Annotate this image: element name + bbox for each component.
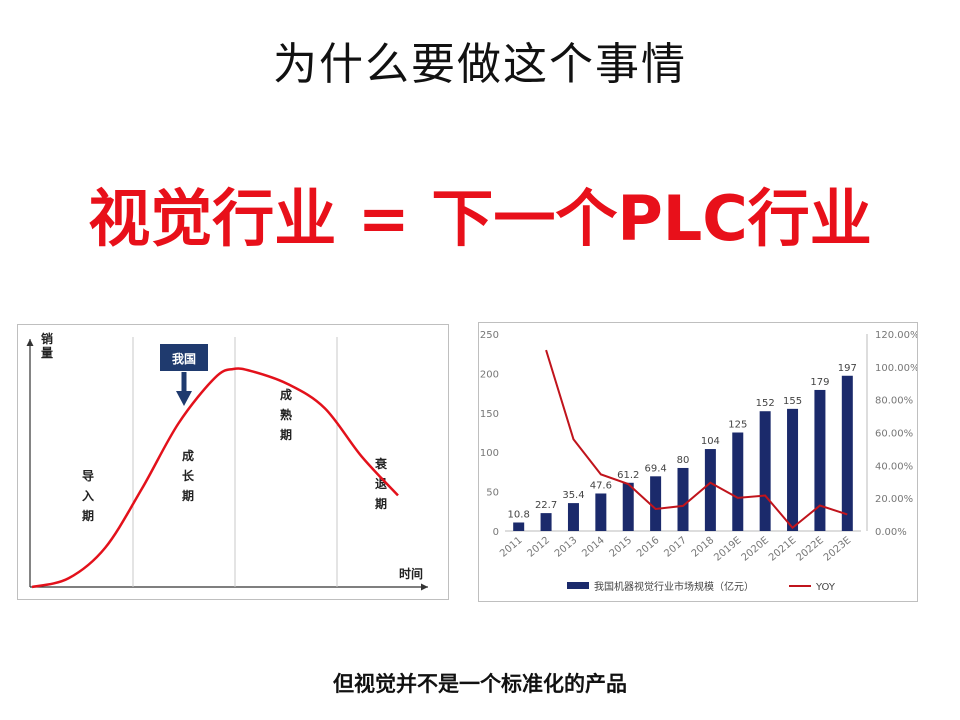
marker-label: 我国 [172, 351, 196, 366]
bar [732, 432, 744, 531]
y-axis-arrow [26, 339, 34, 346]
svg-text:入: 入 [82, 489, 94, 503]
marker-arrow-icon [176, 391, 192, 406]
bar [540, 513, 552, 531]
bar [841, 375, 853, 531]
left-tick-label: 0 [493, 527, 499, 538]
lifecycle-curve [31, 367, 399, 589]
bar [677, 467, 689, 531]
svg-text:衰: 衰 [374, 456, 388, 471]
china-stage-marker: 我国 [160, 344, 208, 406]
bar [567, 503, 579, 531]
market-size-chart: 0 50 100 150 200 250 0.00% 20.00% 40.00% 60.00% 80… [480, 330, 917, 593]
yoy-line [545, 349, 848, 530]
market-size-chart-panel: 0 50 100 150 200 250 0.00% 20.00% 40.00% 60.00% 80… [478, 322, 918, 602]
stage-label: 成长期 [182, 448, 195, 503]
stage-label: 成熟期 [280, 387, 292, 442]
svg-text:导: 导 [82, 468, 94, 483]
svg-text:期: 期 [182, 488, 194, 503]
right-tick-label: 20.00% [875, 494, 913, 505]
right-tick-label: 120.00% [875, 330, 917, 341]
lifecycle-chart-panel: 销量时间导入期成长期成熟期衰退期我国 [17, 324, 449, 600]
category-label: 2020E [740, 535, 771, 564]
marker-arrow-shaft [181, 372, 187, 392]
svg-text:期: 期 [82, 508, 94, 523]
bar-value-label: 10.8 [508, 509, 530, 520]
svg-text:期: 期 [375, 496, 387, 511]
bar [650, 476, 662, 531]
category-label: 2017 [662, 535, 689, 560]
category-label: 2023E [822, 535, 853, 564]
x-axis-arrow [421, 583, 428, 591]
bar [595, 493, 607, 531]
left-tick-label: 250 [480, 330, 499, 341]
x-axis-label: 时间 [399, 566, 423, 581]
category-label: 2015 [608, 535, 635, 560]
bar [814, 389, 826, 531]
bar-value-label: 61.2 [617, 470, 639, 481]
svg-text:量: 量 [41, 346, 53, 360]
legend-bar-label: 我国机器视觉行业市场规模（亿元） [594, 580, 754, 593]
category-label: 2022E [794, 535, 825, 564]
bar-value-label: 179 [810, 377, 829, 388]
right-tick-label: 60.00% [875, 429, 913, 440]
stage-label: 衰退期 [374, 456, 388, 511]
left-tick-label: 200 [480, 369, 499, 380]
bar [704, 449, 716, 531]
bar [622, 482, 634, 531]
left-tick-label: 100 [480, 448, 499, 459]
slide-headline: 视觉行业 = 下一个PLC行业 [88, 182, 872, 255]
category-label: 2019E [712, 535, 743, 564]
bar-value-label: 80 [677, 455, 690, 466]
right-tick-label: 0.00% [875, 527, 907, 538]
bar-value-label: 22.7 [535, 500, 557, 511]
right-tick-label: 40.00% [875, 461, 913, 472]
svg-text:销: 销 [41, 331, 53, 346]
legend-bar-swatch [567, 582, 589, 589]
y-axis-label: 销量 [41, 331, 53, 360]
left-tick-label: 150 [480, 409, 499, 420]
bar [787, 408, 799, 531]
legend-line-label: YOY [815, 582, 836, 593]
bar [759, 411, 771, 531]
bar [513, 522, 525, 531]
bar-value-label: 104 [701, 436, 720, 447]
slide-title: 为什么要做这个事情 [273, 39, 687, 90]
bar-value-label: 69.4 [644, 463, 666, 474]
stage-label: 导入期 [82, 468, 94, 523]
svg-text:成: 成 [280, 387, 292, 402]
bar-value-label: 35.4 [562, 490, 584, 501]
category-label: 2016 [635, 535, 662, 560]
slide-caption: 但视觉并不是一个标准化的产品 [333, 671, 627, 696]
category-label: 2012 [525, 535, 552, 560]
bar-value-label: 125 [728, 420, 747, 431]
right-tick-label: 100.00% [875, 363, 917, 374]
svg-text:熟: 熟 [280, 407, 292, 422]
category-label: 2021E [767, 535, 798, 564]
chart-legend: 我国机器视觉行业市场规模（亿元） YOY [567, 580, 836, 593]
category-label: 2014 [580, 535, 607, 560]
svg-text:长: 长 [182, 468, 195, 483]
bar-value-label: 155 [783, 396, 802, 407]
right-tick-label: 80.00% [875, 396, 913, 407]
svg-text:期: 期 [280, 427, 292, 442]
svg-text:成: 成 [182, 448, 194, 463]
bar-value-label: 152 [756, 398, 775, 409]
bar-value-label: 197 [838, 363, 857, 374]
category-label: 2013 [553, 535, 580, 560]
left-tick-label: 50 [486, 488, 499, 499]
bar-value-label: 47.6 [590, 480, 612, 491]
marker-box [160, 344, 208, 371]
category-label: 2011 [498, 535, 525, 560]
